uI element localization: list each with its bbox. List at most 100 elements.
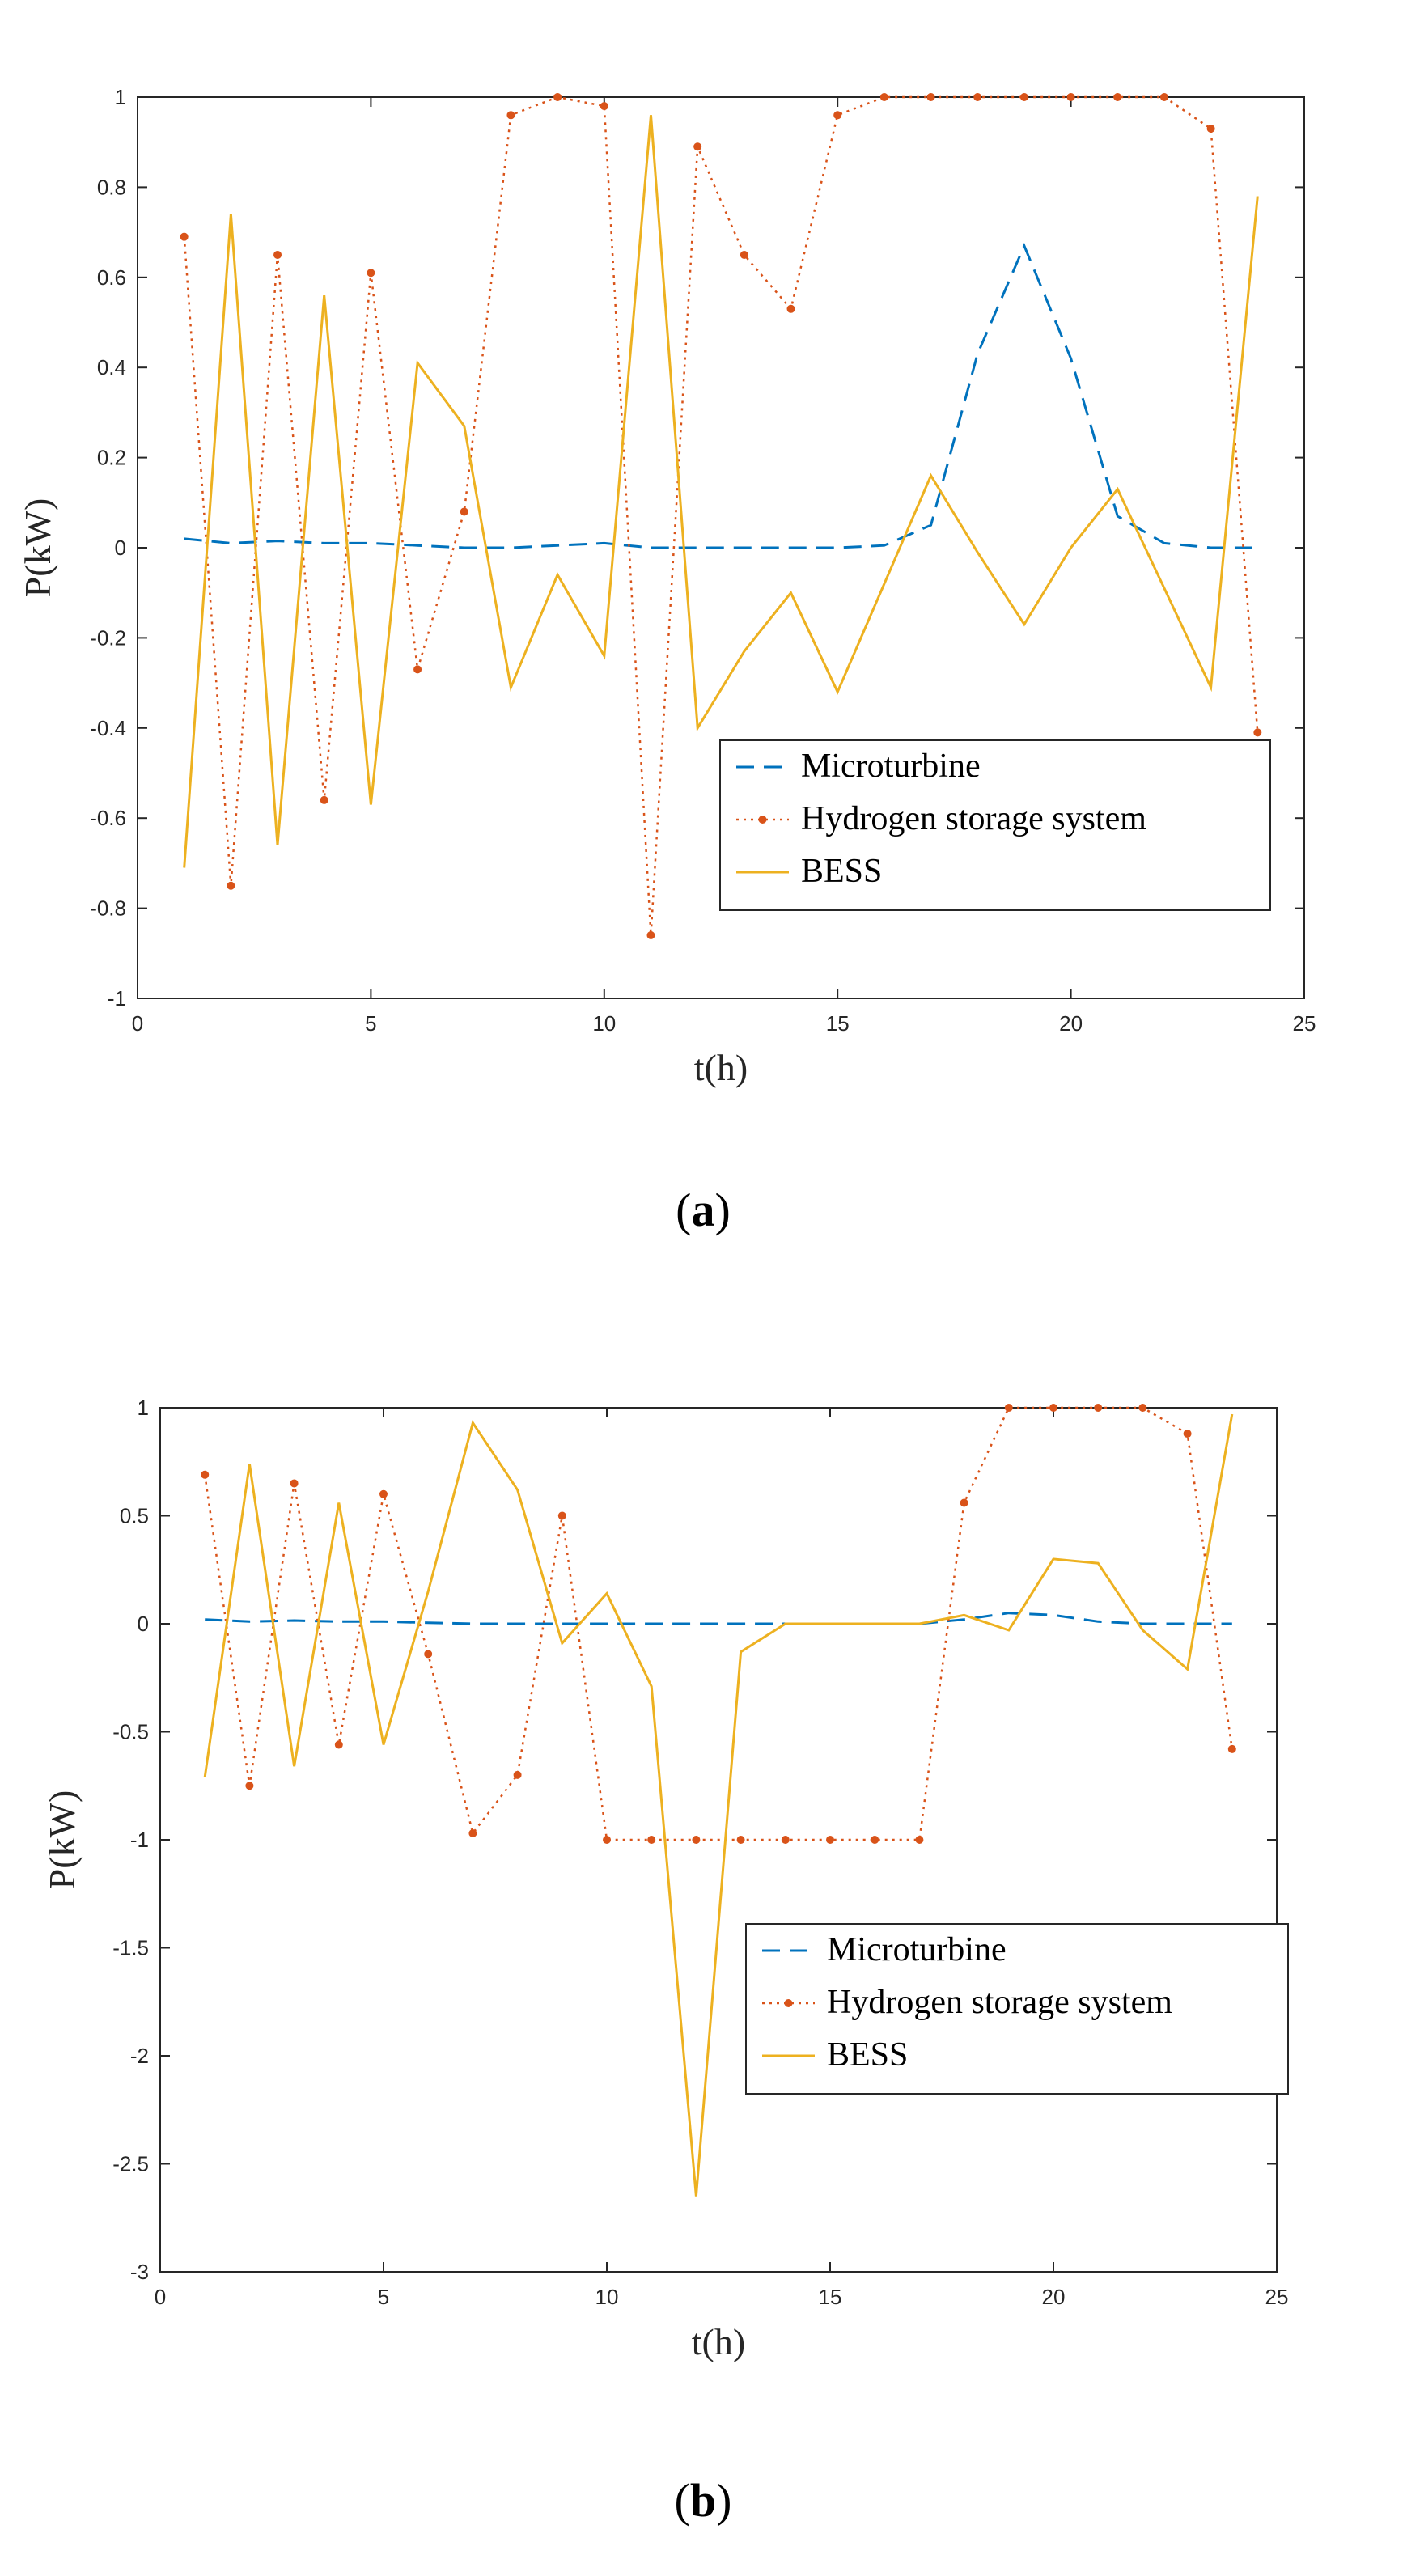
chart-a-hydrogen-point [646, 931, 655, 940]
chart-a-hydrogen-point [1019, 93, 1028, 101]
chart-b-x-tick-label: 0 [155, 2285, 166, 2309]
chart-a-hydrogen-point [180, 232, 189, 241]
chart-b-hydrogen-point [290, 1479, 299, 1488]
chart-a-x-tick-label: 0 [132, 1011, 143, 1036]
chart-b-hydrogen-point [960, 1498, 968, 1507]
chart-a-y-tick-label: -0.8 [90, 896, 126, 921]
chart-a-legend: Microturbine Hydrogen storage system BES… [719, 739, 1271, 911]
chart-b-hydrogen-point [245, 1782, 254, 1790]
chart-a-y-tick-label: -0.2 [90, 625, 126, 650]
chart-b-ticks: 0 5 10 15 20 25 -3 -2.5 -2 -1.5 -1 -0.5 0 0.5 1 [112, 1396, 1288, 2309]
chart-a-hydrogen-point [413, 665, 422, 674]
chart-b-y-tick-label: -3 [130, 2260, 149, 2284]
chart-a-hydrogen-point [367, 269, 375, 278]
chart-a-hydrogen-point [227, 881, 235, 890]
chart-b-hydrogen-point [379, 1489, 388, 1498]
chart-a-y-tick-label: 0.6 [97, 265, 126, 290]
chart-b-legend-hydrogen-marker [784, 1999, 793, 2007]
panel-a-label: (a) [676, 1184, 731, 1236]
chart-a-series-hydrogen-storage-system [183, 95, 1259, 936]
chart-b-hydrogen-point [424, 1650, 433, 1659]
chart-a-legend-hydrogen-marker [758, 816, 767, 824]
chart-b-hydrogen-point [1227, 1744, 1236, 1753]
chart-a-hydrogen-point [600, 102, 608, 111]
chart-b-hydrogen-point [1049, 1404, 1057, 1412]
chart-a-hydrogen-point [1253, 728, 1262, 737]
chart-a-hydrogen-point [320, 795, 328, 804]
chart-a-y-tick-label: -1 [108, 986, 126, 1010]
chart-a-hydrogen-point [693, 142, 702, 151]
chart-b-hydrogen-point [468, 1828, 477, 1837]
chart-a-y-tick-label: 0.8 [97, 175, 126, 199]
chart-a-x-tick-label: 5 [365, 1011, 376, 1036]
chart-b-hydrogen-point [1183, 1430, 1192, 1438]
panel-b-label: (b) [675, 2474, 732, 2527]
chart-a-series-microturbine [184, 242, 1258, 549]
chart-a-legend-box [719, 739, 1271, 911]
chart-b-x-tick-label: 10 [595, 2285, 619, 2309]
chart-b-hydrogen-point [692, 1836, 701, 1844]
chart-a-y-label: P(kW) [17, 498, 58, 598]
chart-b-y-tick-label: 1 [138, 1396, 149, 1420]
chart-b-hydrogen-point [826, 1836, 834, 1844]
chart-b-hydrogen-point [736, 1836, 745, 1844]
chart-a-y-tick-label: 0.2 [97, 446, 126, 470]
chart-b-legend-hydrogen: Hydrogen storage system [827, 1984, 1172, 2021]
chart-a-x-label: t(h) [694, 1047, 748, 1088]
chart-a-y-tick-label: 0.4 [97, 355, 126, 379]
chart-a-x-tick-label: 15 [826, 1011, 850, 1036]
chart-b-y-tick-label: -1 [130, 1828, 149, 1852]
chart-a-y-tick-label: 1 [115, 85, 126, 109]
panel-a-letter: a [692, 1184, 715, 1236]
chart-b-x-label: t(h) [692, 2321, 745, 2362]
chart-b-series-hydrogen-storage-system [203, 1406, 1234, 1841]
chart-a-x-tick-label: 20 [1059, 1011, 1083, 1036]
chart-a-hydrogen-point [879, 93, 888, 101]
chart-b-legend-microturbine: Microturbine [827, 1931, 1007, 1968]
chart-b-hydrogen-point [334, 1740, 343, 1749]
chart-a-y-tick-label: -0.6 [90, 806, 126, 830]
chart-a-hydrogen-point [740, 250, 748, 259]
chart-b-hydrogen-point [603, 1836, 611, 1844]
chart-b-series-bess [203, 1413, 1234, 2197]
chart-a-legend-microturbine: Microturbine [801, 748, 981, 785]
chart-a-series-bess [183, 115, 1259, 868]
chart-a: 0 5 10 15 20 25 -1 -0.8 -0.6 -0.4 -0.2 0 0.2 0.4 0.6 0.… [17, 85, 1316, 1236]
chart-b-y-tick-label: 0.5 [120, 1504, 149, 1528]
chart-a-hydrogen-point [553, 93, 562, 101]
chart-b-y-tick-label: -2.5 [112, 2152, 149, 2176]
chart-a-hydrogen-point [1159, 93, 1168, 101]
chart-a-x-tick-label: 10 [592, 1011, 616, 1036]
chart-b-hydrogen-point [1094, 1404, 1103, 1412]
chart-b-y-tick-label: -0.5 [112, 1720, 149, 1744]
chart-a-hydrogen-point [1113, 93, 1122, 101]
chart-b-y-tick-label: -2 [130, 2044, 149, 2068]
chart-b-hydrogen-point [1138, 1404, 1147, 1412]
chart-b-x-tick-label: 25 [1265, 2285, 1289, 2309]
chart-a-hydrogen-point [1206, 124, 1215, 133]
chart-a-hydrogen-point [460, 507, 468, 516]
chart-b-hydrogen-point [915, 1836, 924, 1844]
chart-b-hydrogen-point [557, 1511, 566, 1520]
chart-b-series-microturbine [205, 1612, 1232, 1625]
chart-b-legend-bess: BESS [827, 2036, 908, 2074]
panel-b-letter: b [690, 2474, 716, 2527]
chart-a-x-tick-label: 25 [1293, 1011, 1316, 1036]
chart-b-y-tick-label: -1.5 [112, 1936, 149, 1960]
chart-a-legend-hydrogen: Hydrogen storage system [801, 800, 1146, 837]
chart-b-y-label: P(kW) [41, 1790, 83, 1890]
chart-b: 0 5 10 15 20 25-3-2.5-2-1.5-1-0.500.51 P(kW) … [41, 1396, 1289, 2527]
chart-b-hydrogen-point [781, 1836, 790, 1844]
chart-b-hydrogen-point [1004, 1404, 1013, 1412]
chart-a-y-tick-label: -0.4 [90, 716, 126, 740]
chart-a-hydrogen-point [973, 93, 982, 101]
chart-a-hydrogen-point [786, 304, 795, 313]
chart-b-y-tick-label: 0 [138, 1612, 149, 1636]
chart-b-hydrogen-point [871, 1836, 879, 1844]
chart-b-legend: Microturbine Hydrogen storage system BES… [745, 1923, 1289, 2095]
chart-a-ticks: 0 5 10 15 20 25 -1 -0.8 -0.6 -0.4 -0.2 0 0.2 0.4 0.6 0.… [90, 85, 1316, 1036]
chart-a-legend-bess: BESS [801, 853, 882, 890]
chart-a-hydrogen-point [926, 93, 935, 101]
chart-a-hydrogen-point [273, 250, 282, 259]
